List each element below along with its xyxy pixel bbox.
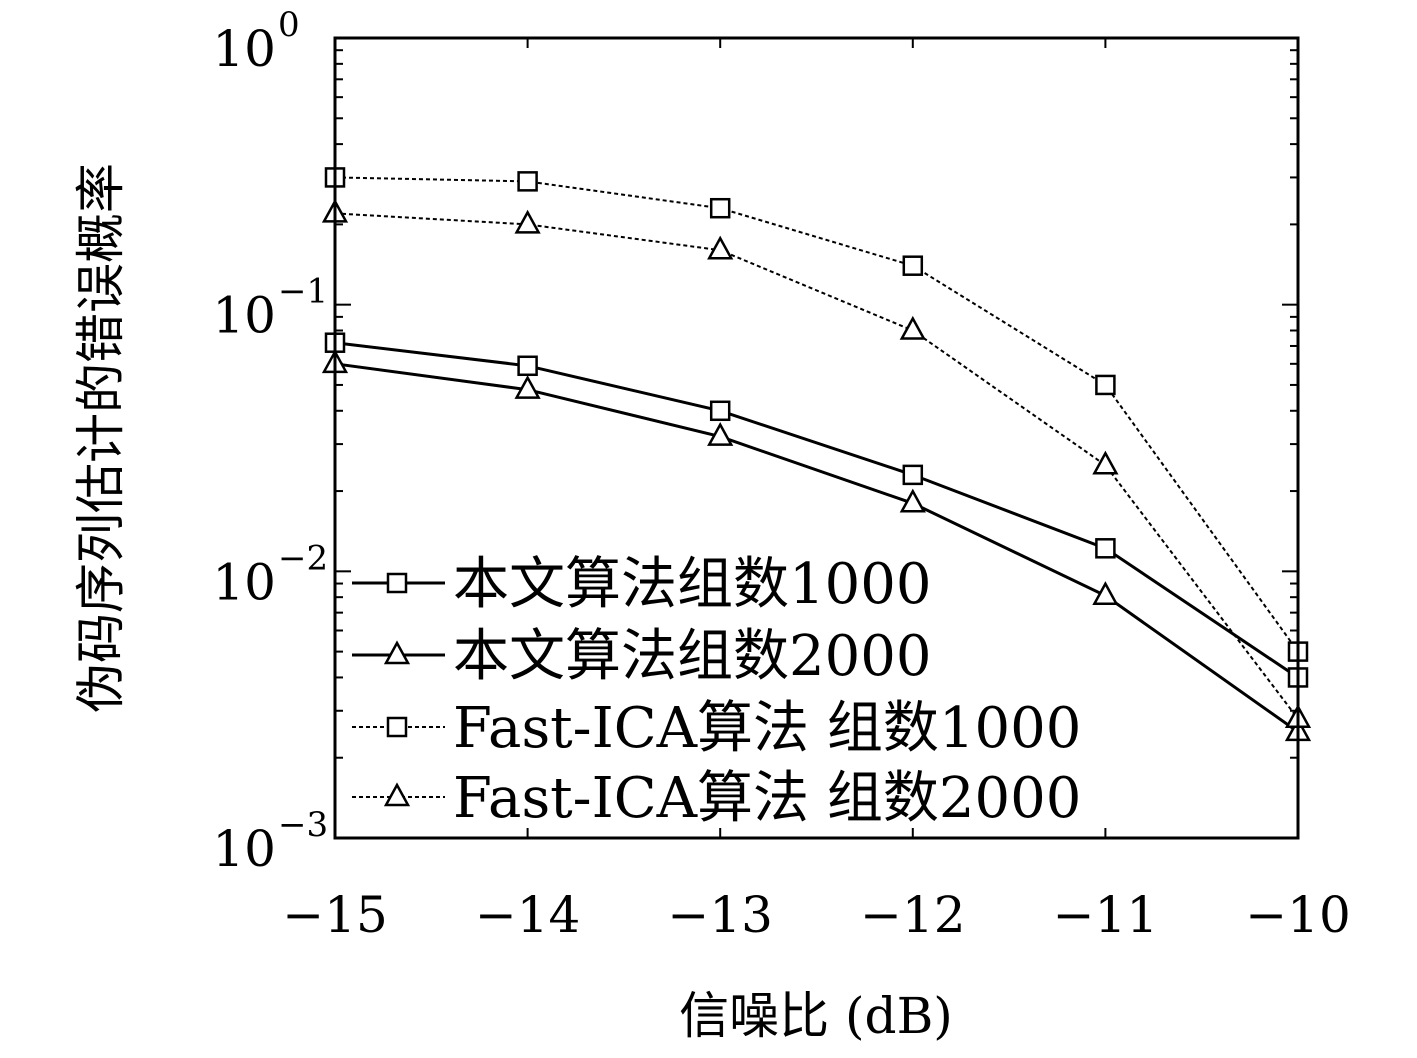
- series-2-point: [707, 422, 734, 446]
- plot-frame: [333, 36, 1300, 840]
- legend-label-3: Fast-ICA算法 组数1000: [453, 696, 1081, 761]
- series-2-point: [899, 488, 926, 513]
- series-1-point: [517, 355, 538, 377]
- y-tick-label: 10: [212, 20, 276, 78]
- legend-marker-4: [383, 782, 411, 807]
- y-tick-label: 10: [212, 820, 276, 878]
- y-tick-exponent: −1: [278, 272, 328, 312]
- series-line-3: [334, 176, 1299, 653]
- series-2-point: [514, 375, 541, 399]
- x-axis-title: 信噪比 (dB): [679, 987, 953, 1045]
- series-3-point: [517, 171, 538, 192]
- series-line-4: [334, 212, 1299, 720]
- x-tick-label: −13: [667, 886, 773, 944]
- y-tick-exponent: −3: [278, 805, 328, 845]
- x-tick-label: −10: [1245, 886, 1351, 944]
- x-tick-label: −11: [1053, 886, 1159, 944]
- legend-marker-2: [383, 640, 411, 665]
- legend: 本文算法组数1000 本文算法组数2000 Fast-ICA算法 组数1000Fas…: [352, 552, 1081, 831]
- series-4-point: [707, 235, 734, 260]
- y-tick-exponent: −2: [278, 538, 328, 578]
- y-tick-label: 10: [212, 287, 276, 345]
- legend-label-1: 本文算法组数1000: [453, 552, 932, 617]
- series-4-point: [1092, 450, 1119, 475]
- y-axis-title: 伪码序列估计的错误概率: [72, 163, 130, 713]
- series-line-2: [334, 362, 1299, 734]
- series-4-point: [514, 209, 541, 234]
- series-3-point: [1095, 374, 1116, 396]
- x-tick-label: −14: [475, 886, 581, 944]
- series-1-point: [902, 464, 924, 486]
- x-tick-label: −12: [860, 886, 966, 944]
- legend-label-2: 本文算法组数2000: [453, 624, 932, 689]
- series-2-point: [1092, 581, 1119, 605]
- series-4-point: [899, 315, 926, 340]
- y-tick-label: 10: [212, 553, 276, 611]
- legend-marker-3: [386, 716, 408, 738]
- legend-label-4: Fast-ICA算法 组数2000: [453, 766, 1081, 831]
- series-line-1: [334, 341, 1299, 679]
- series-3-point: [709, 197, 731, 219]
- series-3-point: [902, 255, 924, 276]
- x-tick-label: −15: [282, 886, 388, 944]
- y-tick-exponent: 0: [278, 5, 300, 45]
- legend-marker-1: [386, 572, 408, 594]
- series-1-point: [1095, 538, 1116, 559]
- series-1-point: [709, 400, 731, 422]
